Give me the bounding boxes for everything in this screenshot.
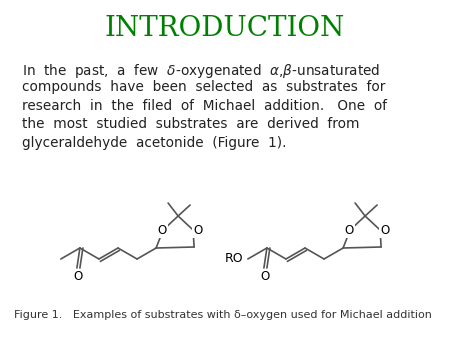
Text: O: O — [345, 223, 354, 237]
Text: In  the  past,  a  few  $\delta$-oxygenated  $\alpha$,$\beta$-unsaturated: In the past, a few $\delta$-oxygenated $… — [22, 62, 380, 80]
Text: O: O — [158, 223, 167, 237]
Text: INTRODUCTION: INTRODUCTION — [105, 15, 345, 42]
Text: O: O — [260, 270, 270, 284]
Text: the  most  studied  substrates  are  derived  from: the most studied substrates are derived … — [22, 118, 360, 131]
Text: compounds  have  been  selected  as  substrates  for: compounds have been selected as substrat… — [22, 80, 385, 95]
Text: Figure 1.   Examples of substrates with δ–oxygen used for Michael addition: Figure 1. Examples of substrates with δ–… — [14, 310, 432, 320]
Text: glyceraldehyde  acetonide  (Figure  1).: glyceraldehyde acetonide (Figure 1). — [22, 136, 287, 150]
Text: O: O — [73, 270, 82, 284]
Text: RO: RO — [225, 252, 244, 266]
Text: research  in  the  filed  of  Michael  addition.   One  of: research in the filed of Michael additio… — [22, 99, 387, 113]
Text: O: O — [194, 223, 203, 237]
Text: O: O — [381, 223, 390, 237]
